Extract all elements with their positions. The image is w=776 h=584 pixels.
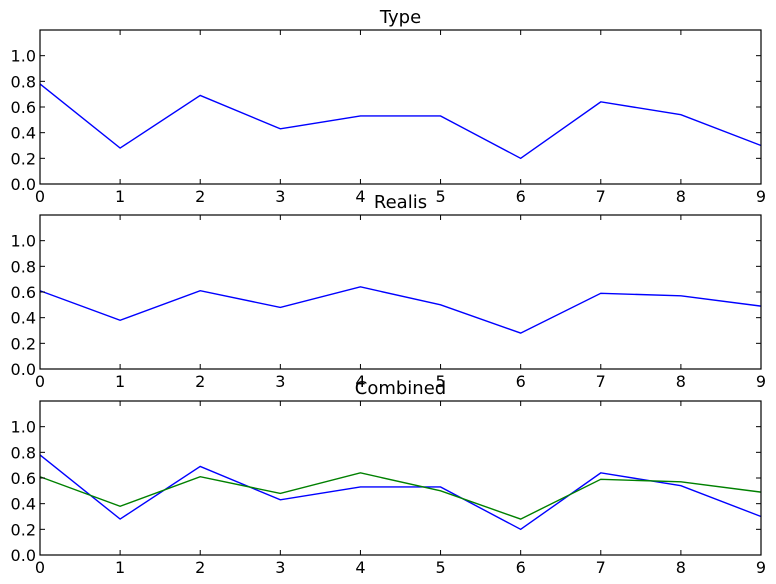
y-tick-label: 0.8	[11, 257, 36, 276]
plot-frame	[39, 214, 762, 370]
x-tick-label: 1	[115, 187, 125, 206]
plot-frame	[39, 29, 762, 185]
y-tick-label: 0.2	[11, 334, 36, 353]
y-tick-label: 0.8	[11, 72, 36, 91]
x-tick-label: 2	[195, 187, 205, 206]
x-tick-label: 3	[275, 372, 285, 391]
x-tick-label: 3	[275, 187, 285, 206]
chart-panel-1: 0 1 2 3 4 5 6 7 8 9 0.0 0.2 0.4 0.6 0.8 1.0 Type	[11, 7, 767, 206]
y-tick-label: 0.0	[11, 546, 36, 565]
y-tick-label: 0.2	[11, 149, 36, 168]
x-tick-label: 0	[35, 558, 45, 577]
chart-title: Realis	[374, 192, 427, 213]
x-tick-label: 8	[676, 372, 686, 391]
plot-frame	[39, 400, 762, 556]
y-tick-label: 0.4	[11, 309, 36, 328]
x-tick-label: 9	[756, 558, 766, 577]
y-tick-label: 0.6	[11, 98, 36, 117]
x-tick-label: 1	[115, 558, 125, 577]
x-tick-label: 6	[516, 558, 526, 577]
y-tick-label: 0.6	[11, 283, 36, 302]
y-tick-label: 0.8	[11, 443, 36, 462]
y-tick-label: 0.4	[11, 124, 36, 143]
y-tick-label: 1.0	[11, 418, 36, 437]
y-tick-label: 0.0	[11, 360, 36, 379]
series-line-1	[39, 83, 762, 160]
x-tick-label: 3	[275, 558, 285, 577]
x-tick-label: 2	[195, 372, 205, 391]
chart-title: Type	[379, 7, 421, 28]
chart-panel-3: 0 1 2 3 4 5 6 7 8 9 0.0 0.2 0.4 0.6 0.8 1.0 Combined	[11, 378, 767, 577]
x-tick-label: 9	[756, 187, 766, 206]
x-tick-label: 8	[676, 558, 686, 577]
x-tick-label: 5	[435, 372, 445, 391]
y-tick-label: 0.2	[11, 520, 36, 539]
series-line-2	[39, 472, 762, 520]
x-tick-label: 9	[756, 372, 766, 391]
x-tick-label: 2	[195, 558, 205, 577]
x-tick-label: 4	[355, 187, 365, 206]
y-tick-label: 1.0	[11, 232, 36, 251]
x-tick-label: 1	[115, 372, 125, 391]
x-tick-label: 4	[355, 558, 365, 577]
series-line-1	[39, 454, 762, 531]
x-tick-label: 6	[516, 187, 526, 206]
x-tick-label: 0	[35, 372, 45, 391]
x-tick-label: 5	[435, 558, 445, 577]
x-tick-label: 7	[596, 558, 606, 577]
x-tick-label: 4	[355, 372, 365, 391]
x-tick-label: 0	[35, 187, 45, 206]
x-tick-label: 6	[516, 372, 526, 391]
x-tick-label: 7	[596, 187, 606, 206]
series-line-1	[39, 286, 762, 334]
y-tick-label: 0.4	[11, 495, 36, 514]
x-tick-label: 7	[596, 372, 606, 391]
y-tick-label: 1.0	[11, 47, 36, 66]
chart-title: Combined	[355, 378, 446, 399]
y-tick-label: 0.0	[11, 175, 36, 194]
x-tick-label: 8	[676, 187, 686, 206]
x-tick-label: 5	[435, 187, 445, 206]
chart-panel-2: 0 1 2 3 4 5 6 7 8 9 0.0 0.2 0.4 0.6 0.8 1.0 Realis	[11, 192, 767, 391]
y-tick-label: 0.6	[11, 469, 36, 488]
